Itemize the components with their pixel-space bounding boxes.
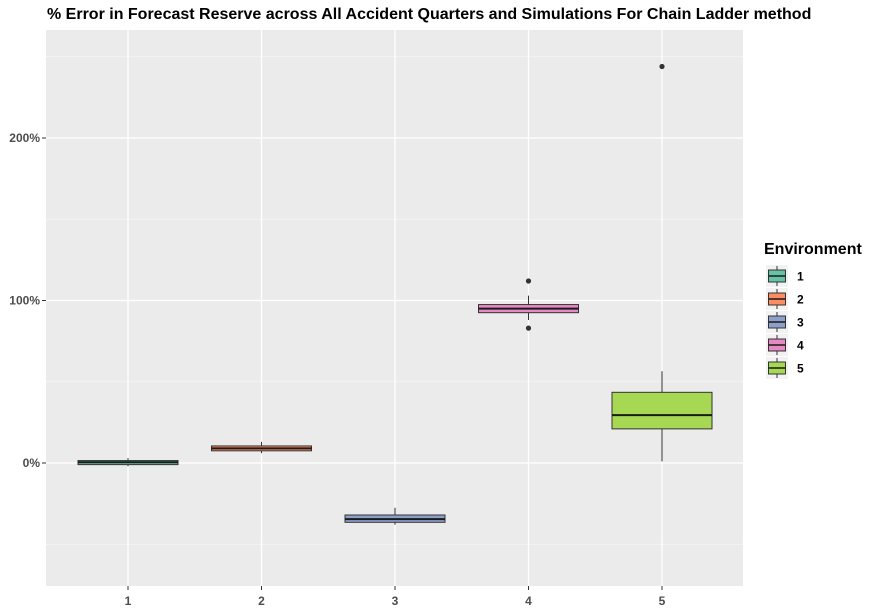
legend-key-1 bbox=[766, 265, 788, 287]
legend-key-2 bbox=[766, 288, 788, 310]
x-tick-label: 4 bbox=[525, 594, 532, 608]
legend-label: 3 bbox=[797, 316, 804, 330]
legend-key-3 bbox=[766, 311, 788, 333]
legend-key-5 bbox=[766, 357, 788, 379]
box-3 bbox=[344, 507, 446, 525]
box-body bbox=[611, 391, 713, 430]
x-tick-label: 1 bbox=[125, 594, 132, 608]
outlier-point bbox=[525, 325, 532, 331]
legend-label: 5 bbox=[797, 362, 804, 376]
legend-title: Environment bbox=[764, 241, 862, 258]
chart-title: % Error in Forecast Reserve across All A… bbox=[47, 6, 812, 23]
legend-label: 2 bbox=[797, 293, 804, 307]
legend-label: 1 bbox=[797, 270, 804, 284]
x-tick-label: 2 bbox=[258, 594, 265, 608]
y-tick-label: 0% bbox=[23, 456, 41, 470]
grid-layer bbox=[46, 30, 743, 586]
box-4 bbox=[478, 278, 579, 331]
x-tick-label: 5 bbox=[659, 594, 666, 608]
axis-layer: 0% 100% 200% 1 2 3 4 5 bbox=[9, 131, 665, 608]
outlier-point bbox=[525, 278, 532, 284]
legend: Environment 1 2 3 4 5 bbox=[764, 241, 862, 379]
box-2 bbox=[211, 441, 312, 454]
legend-key-4 bbox=[766, 334, 788, 356]
legend-label: 4 bbox=[797, 339, 804, 353]
y-tick-label: 100% bbox=[9, 294, 40, 308]
box-1 bbox=[77, 458, 179, 467]
y-tick-label: 200% bbox=[9, 131, 40, 145]
box-5 bbox=[611, 63, 713, 462]
x-tick-label: 3 bbox=[392, 594, 399, 608]
outlier-point bbox=[659, 63, 665, 70]
box-layer bbox=[77, 63, 713, 525]
